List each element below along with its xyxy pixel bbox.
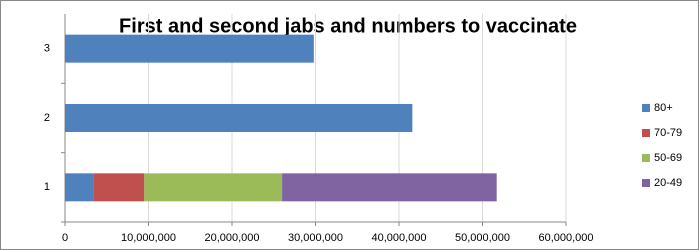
legend-swatch <box>642 129 650 137</box>
legend-label: 80+ <box>654 102 673 114</box>
chart-title: First and second jabs and numbers to vac… <box>119 15 577 37</box>
x-tick-label: 20,000,000 <box>204 232 259 244</box>
x-tick-label: 0 <box>62 232 68 244</box>
legend-label: 50-69 <box>654 152 682 164</box>
bar <box>144 173 283 202</box>
legend-swatch <box>642 104 650 112</box>
x-tick-label: 40,000,000 <box>371 232 426 244</box>
legend-label: 20-49 <box>654 177 682 189</box>
bar <box>65 173 94 202</box>
x-tick-label: 50,000,000 <box>455 232 510 244</box>
x-tick-label: 10,000,000 <box>121 232 176 244</box>
y-tick-label: 1 <box>44 181 50 193</box>
legend-swatch <box>642 179 650 187</box>
legend-swatch <box>642 154 650 162</box>
x-tick-label: 30,000,000 <box>288 232 343 244</box>
bar <box>93 173 145 202</box>
bar <box>65 104 413 132</box>
x-tick-label: 60,000,000 <box>538 232 593 244</box>
legend-label: 70-79 <box>654 127 682 139</box>
bar <box>282 173 497 202</box>
y-tick-label: 2 <box>44 112 50 124</box>
bar <box>65 34 314 63</box>
y-tick-label: 3 <box>44 43 50 55</box>
